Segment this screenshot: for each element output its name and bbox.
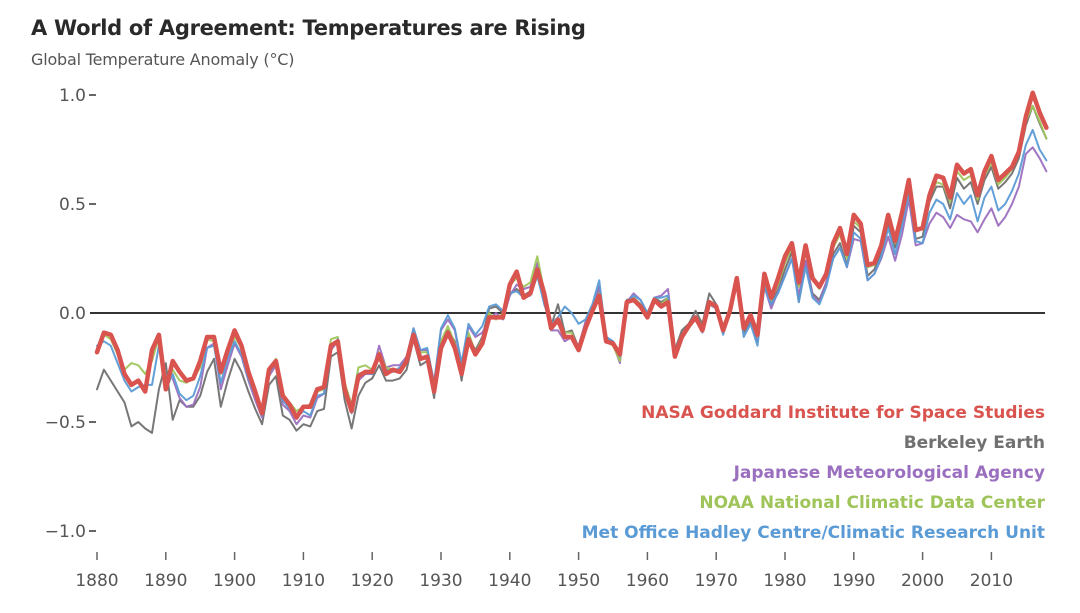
legend-entry: NOAA National Climatic Data Center [699,493,1045,513]
x-tick-label: 1880 [75,571,118,591]
series-line-nasa-goddard-institute-for-space-studies [94,90,1049,420]
chart-title: A World of Agreement: Temperatures are R… [31,16,586,40]
series-group [94,90,1049,434]
legend-entry: NASA Goddard Institute for Space Studies [641,403,1045,423]
x-tick-label: 1940 [488,571,531,591]
series-line-noaa-national-climatic-data-center [96,104,1048,413]
x-tick-label: 1980 [763,571,806,591]
x-tick-label: 1970 [695,571,738,591]
y-tick-label: −1.0 [45,522,86,542]
y-tick-label: 1.0 [59,86,86,106]
legend-entry: Japanese Meteorological Agency [733,463,1045,483]
series-line-met-office-hadley-centre-climatic-research-unit [96,128,1048,419]
x-tick-label: 1890 [144,571,187,591]
x-tick-label: 1930 [419,571,462,591]
legend-entry: Berkeley Earth [904,433,1045,453]
x-axis: 1880 1890 1900 1910 1920 1930 1940 1950 1960 1970… [75,552,1013,591]
chart-subtitle: Global Temperature Anomaly (°C) [31,50,295,69]
x-tick-label: 1900 [213,571,256,591]
x-tick-label: 1950 [557,571,600,591]
y-tick-label: −0.5 [45,413,86,433]
x-tick-label: 1910 [282,571,325,591]
y-axis: 1.0 0.5 0.0 −0.5 −1.0 [45,86,96,542]
legend-entry: Met Office Hadley Centre/Climatic Resear… [582,523,1045,543]
y-tick-label: 0.0 [59,304,86,324]
x-tick-label: 1960 [626,571,669,591]
x-tick-label: 2010 [970,571,1013,591]
x-tick-label: 2000 [901,571,944,591]
y-tick-label: 0.5 [59,195,86,215]
x-tick-label: 1920 [351,571,394,591]
x-tick-label: 1990 [832,571,875,591]
legend: NASA Goddard Institute for Space Studies… [582,403,1046,543]
series-line-japanese-meteorological-agency [171,146,1048,426]
series-line-berkeley-earth [96,104,1048,434]
